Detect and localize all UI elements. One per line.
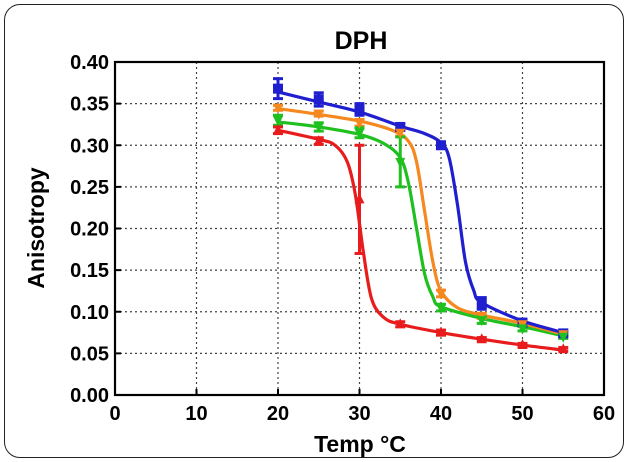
data-point [273,116,283,127]
y-tick-label: 0.30 [70,135,109,157]
data-point [436,326,446,337]
data-point [354,118,365,129]
x-ticks: 0 10 20 30 40 50 60 [109,389,615,425]
data-point [395,157,406,168]
data-point [273,103,283,114]
data-point [558,343,569,354]
y-tick-label: 0.00 [70,385,109,407]
data-point [354,128,365,139]
data-point [517,339,528,350]
error-bars [273,77,569,353]
y-tick-label: 0.05 [70,343,109,365]
y-tick-label: 0.10 [70,302,109,324]
data-point [354,104,365,115]
x-tick-label: 10 [185,403,207,425]
y-axis-label: Anisotropy [23,167,49,289]
data-point [395,128,406,139]
data-point [436,303,446,314]
y-tick-label: 0.15 [70,260,109,282]
y-tick-label: 0.25 [70,177,109,199]
y-tick-label: 0.40 [70,52,109,74]
y-ticks: 0.00 0.05 0.10 0.15 0.20 0.25 0.30 0.35 0.40 [70,52,121,407]
y-tick-label: 0.35 [70,94,109,116]
x-axis-label: Temp °C [314,431,406,457]
data-markers [273,83,569,354]
data-point [476,316,487,327]
data-point [436,140,446,151]
data-point [436,289,446,300]
data-point [558,332,569,343]
x-tick-label: 20 [267,403,289,425]
y-tick-label: 0.20 [70,219,109,241]
data-point [313,94,324,105]
data-point [273,83,283,94]
data-point [476,333,487,344]
data-point [313,109,324,120]
data-point [273,124,283,135]
x-tick-label: 60 [593,403,615,425]
chart-frame [4,4,624,458]
chart-title: DPH [335,27,388,55]
data-point [313,122,324,133]
data-point [517,324,528,335]
x-tick-label: 50 [511,403,533,425]
data-point [476,298,487,309]
data-point [395,121,406,132]
series-line [277,128,564,352]
x-tick-label: 30 [348,403,370,425]
data-point [354,193,365,204]
data-point [313,135,324,146]
data-point [395,318,406,329]
x-tick-label: 0 [109,403,120,425]
x-tick-label: 40 [430,403,452,425]
